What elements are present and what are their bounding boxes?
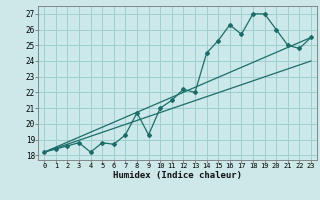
X-axis label: Humidex (Indice chaleur): Humidex (Indice chaleur) — [113, 171, 242, 180]
